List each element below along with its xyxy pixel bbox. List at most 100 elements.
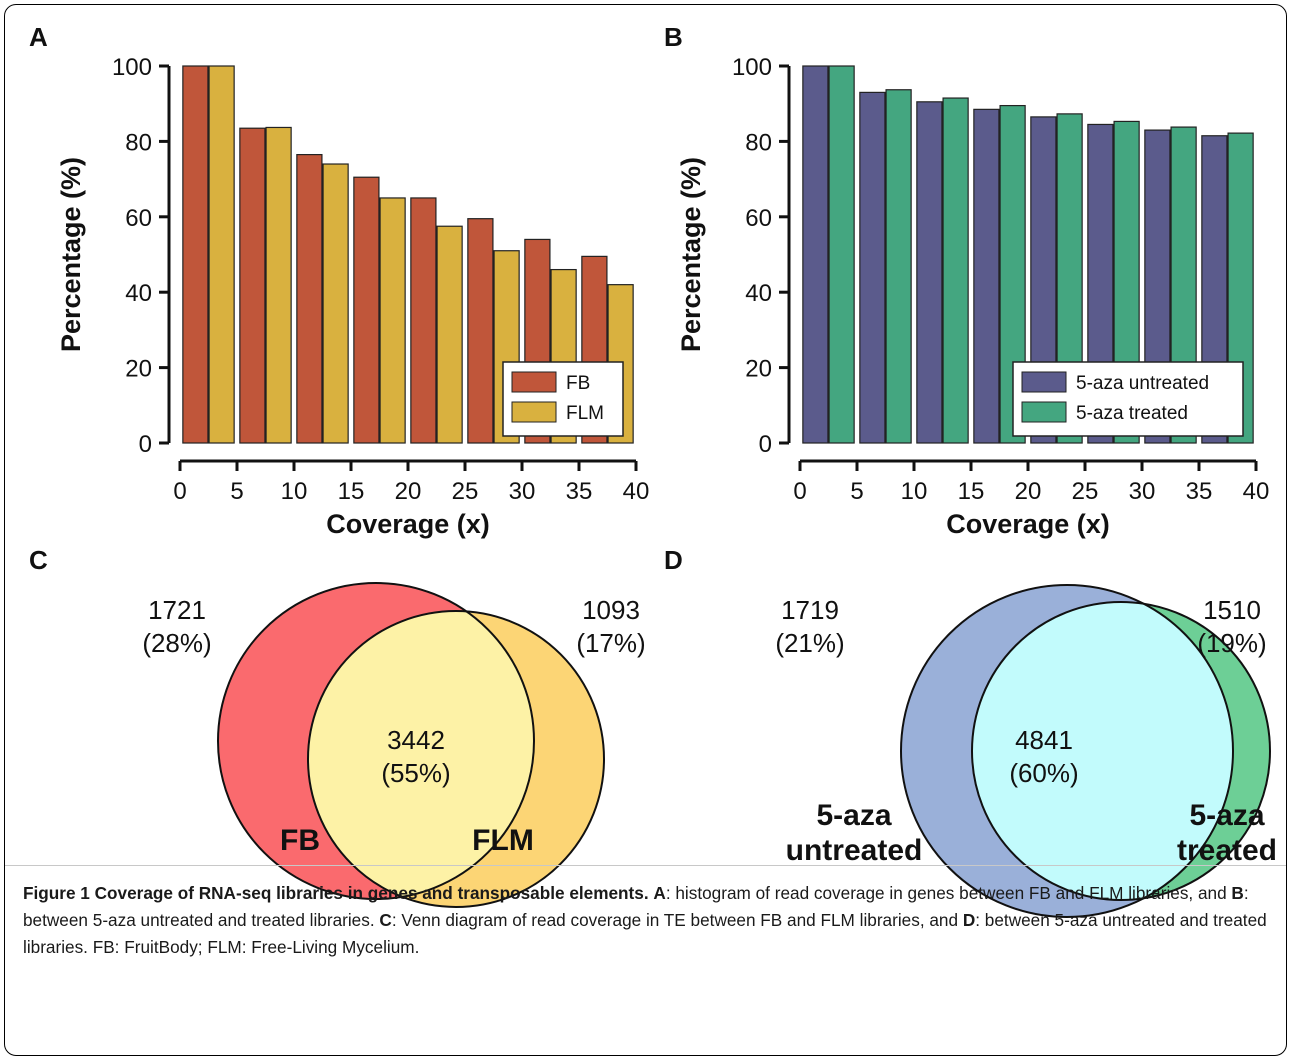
legend-label-b-1: 5-aza treated [1076,403,1188,424]
y-tick-label-a-0: 0 [139,431,152,458]
bar-b-5-aza-untreated-3 [973,108,1000,444]
x-tick-label-b-8: 40 [1243,478,1270,505]
y-tick-label-a-1: 20 [125,356,152,383]
x-tick-label-b-1: 5 [850,478,863,505]
venn-overlap-c [308,611,534,899]
y-tick-label-a-2: 40 [125,280,152,307]
y-tick-label-b-2: 40 [745,280,772,307]
bar-a-fb-4 [410,197,437,444]
bar-a-flm-1 [265,126,292,444]
bar-a-fb-2 [296,153,323,444]
bar-a-flm-4 [436,225,463,444]
bar-b-5-aza-treated-0 [828,65,855,444]
y-tick-label-a-4: 80 [125,129,152,156]
x-tick-label-a-5: 25 [452,478,479,505]
venn-set-name-d-1-line1: 5-aza [1189,799,1264,832]
x-tick-label-b-5: 25 [1072,478,1099,505]
panel-letter-b: B [664,22,683,52]
venn-count-c-right-only: 1093 [582,595,640,625]
panel-letter-a: A [29,22,48,52]
panel-letter-d: D [664,545,683,575]
y-tick-label-b-4: 80 [745,129,772,156]
venn-outline-d-right [971,601,1271,901]
panel-letter-c: C [29,545,48,575]
caption-text-a: : histogram of read coverage in genes be… [665,883,1232,903]
venn-set-name-c-0: FB [280,824,320,857]
caption-text-d: : between 5-aza untreated and treated li… [23,910,1267,957]
x-tick-label-a-8: 40 [623,478,650,505]
bar-chart-b: 0 20 40 60 80 100 0 5 10 15 20 25 30 35 40 Coverage (x)… [676,54,1270,539]
caption-text-b: : between 5-aza untreated and treated li… [23,883,1249,930]
x-axis-title-b: Coverage (x) [946,509,1110,539]
x-tick-label-a-3: 15 [338,478,365,505]
x-tick-label-b-4: 20 [1015,478,1042,505]
caption-label-d: D [962,910,976,930]
venn-percent-d-right-only: (19%) [1197,628,1266,658]
x-tick-label-a-7: 35 [566,478,593,505]
bar-a-fb-1 [239,127,266,444]
legend-swatch-a-1 [511,401,557,423]
venn-count-c-left-only: 1721 [148,595,206,625]
x-tick-label-a-6: 30 [509,478,536,505]
bar-b-5-aza-untreated-1 [859,91,886,444]
figure-caption: Figure 1 Coverage of RNA-seq libraries i… [23,880,1273,961]
bar-chart-a: 0 20 40 60 80 100 0 5 10 15 20 25 30 35 40 Coverage (x)… [56,54,650,539]
y-tick-label-b-1: 20 [745,356,772,383]
x-tick-label-a-4: 20 [395,478,422,505]
venn-count-d-right-only: 1510 [1203,595,1261,625]
caption-title: Figure 1 Coverage of RNA-seq libraries i… [23,883,649,903]
x-tick-label-b-2: 10 [901,478,928,505]
legend-swatch-b-1 [1021,401,1067,423]
venn-percent-c-right-only: (17%) [576,628,645,658]
bar-a-fb-3 [353,176,380,444]
bar-b-5-aza-untreated-2 [916,101,943,444]
legend-label-b-0: 5-aza untreated [1076,373,1209,394]
bar-a-fb-0 [182,65,209,444]
legend-label-a-0: FB [566,373,590,394]
x-tick-label-b-6: 30 [1129,478,1156,505]
x-tick-label-a-2: 10 [281,478,308,505]
venn-outline-d-left [900,584,1234,918]
legend-swatch-a-0 [511,371,557,393]
venn-set-name-d-0-line2: untreated [786,834,923,867]
caption-label-a: A [653,883,666,903]
legend-swatch-b-0 [1021,371,1067,393]
x-tick-label-b-0: 0 [793,478,806,505]
y-tick-label-b-0: 0 [759,431,772,458]
venn-percent-c-both: (55%) [381,758,450,788]
venn-set-name-c-1: FLM [472,824,534,857]
venn-set-name-d-0-line1: 5-aza [816,799,891,832]
bar-a-flm-2 [322,163,349,444]
bar-a-fb-5 [467,218,494,444]
venn-diagram-c: 1721(28%) 3442(55%) 1093(17%) FB FLM [142,582,646,908]
venn-set-name-d-1-line2: treated [1177,834,1277,867]
y-tick-label-a-5: 100 [112,54,152,81]
bar-b-5-aza-treated-1 [885,89,912,444]
bar-b-5-aza-treated-2 [942,97,969,444]
caption-divider [5,865,1286,866]
x-axis-title-a: Coverage (x) [326,509,490,539]
caption-text-c: : Venn diagram of read coverage in TE be… [391,910,963,930]
venn-count-d-both: 4841 [1015,725,1073,755]
bar-a-flm-3 [379,197,406,444]
venn-percent-d-both: (60%) [1009,758,1078,788]
venn-percent-c-left-only: (28%) [142,628,211,658]
venn-outline-c-left [217,582,535,900]
caption-label-b: B [1231,883,1244,903]
legend-label-a-1: FLM [566,403,604,424]
bar-a-flm-0 [208,65,235,444]
bar-b-5-aza-untreated-0 [802,65,829,444]
x-tick-label-a-0: 0 [173,478,186,505]
x-tick-label-a-1: 5 [230,478,243,505]
venn-count-c-both: 3442 [387,725,445,755]
x-tick-label-b-3: 15 [958,478,985,505]
y-tick-label-b-3: 60 [745,205,772,232]
x-tick-label-b-7: 35 [1186,478,1213,505]
y-tick-label-a-3: 60 [125,205,152,232]
caption-label-c: C [379,910,392,930]
y-axis-title-a: Percentage (%) [56,157,86,352]
venn-diagram-d: 1719(21%)4841(60%)1510(19%)5-azauntreate… [775,584,1277,918]
y-axis-title-b: Percentage (%) [676,157,706,352]
venn-outline-c-right [307,610,605,908]
venn-count-d-left-only: 1719 [781,595,839,625]
